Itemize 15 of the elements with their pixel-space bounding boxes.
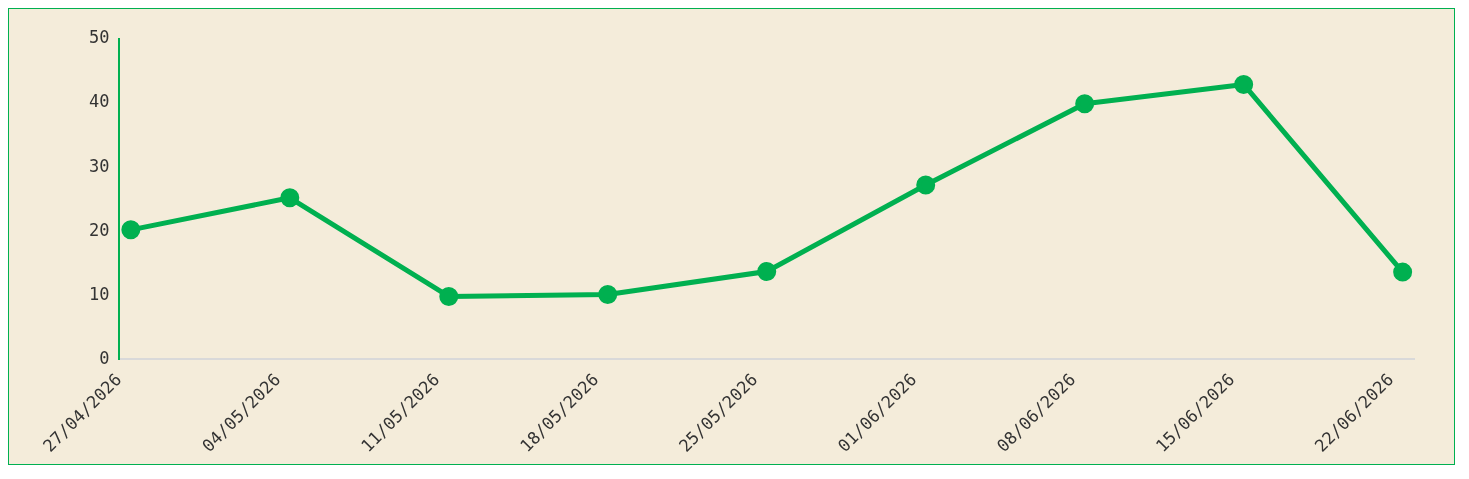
y-tick-label: 40 (88, 91, 110, 112)
point (280, 188, 300, 208)
point (1393, 262, 1413, 282)
y-tick-label: 10 (88, 283, 110, 304)
point (1234, 74, 1254, 94)
point (916, 175, 936, 195)
y-tick-label: 30 (88, 155, 110, 176)
y-tick-label: 20 (88, 219, 110, 240)
point (757, 261, 777, 281)
point (121, 220, 141, 240)
y-tick-label: 0 (99, 347, 110, 368)
point (598, 285, 618, 305)
y-tick-label: 50 (88, 27, 110, 48)
point (1075, 94, 1095, 114)
point (439, 286, 459, 306)
